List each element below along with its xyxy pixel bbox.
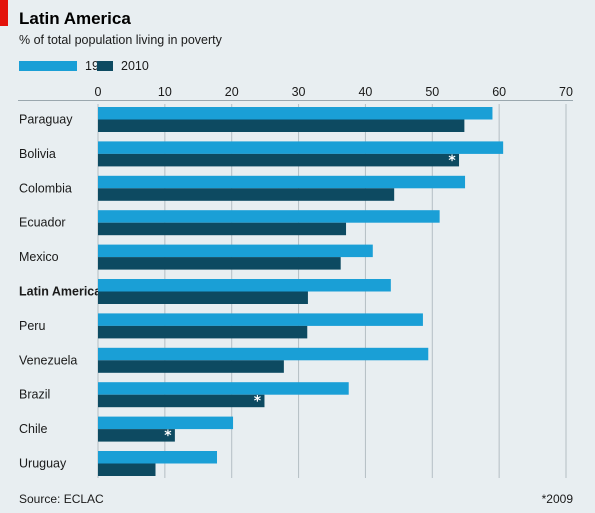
- tick-label-50: 50: [425, 85, 439, 99]
- tick-label-30: 30: [292, 85, 306, 99]
- bar-1999-chile: [98, 416, 234, 430]
- bar-2010-bolivia: [98, 153, 460, 167]
- category-label-latin-america: Latin America: [19, 285, 102, 299]
- bar-2010-paraguay: [98, 119, 465, 132]
- legend-swatch-2010: [97, 61, 113, 71]
- bar-2010-brazil: [98, 394, 265, 408]
- tick-label-0: 0: [95, 85, 102, 99]
- legend-item-2010: 2010: [97, 58, 149, 74]
- bar-2010-uruguay: [98, 463, 156, 476]
- legend-swatch-1999: [19, 61, 77, 71]
- footnote-mark-chile: *: [164, 428, 172, 444]
- category-label-paraguay: Paraguay: [19, 113, 73, 127]
- tick-label-40: 40: [358, 85, 372, 99]
- chart-title: Latin America: [19, 9, 131, 28]
- category-label-bolivia: Bolivia: [19, 147, 56, 161]
- footnote: *2009: [541, 492, 573, 506]
- bar-2010-chile: [98, 429, 175, 442]
- bar-1999-bolivia: [98, 141, 504, 154]
- category-label-venezuela: Venezuela: [19, 353, 77, 367]
- chart-subtitle: % of total population living in poverty: [19, 33, 222, 47]
- category-label-uruguay: Uruguay: [19, 457, 67, 471]
- bar-2010-ecuador: [98, 222, 347, 236]
- tick-label-10: 10: [158, 85, 172, 99]
- category-label-colombia: Colombia: [19, 181, 72, 195]
- bar-2010-latin-america: [98, 291, 308, 304]
- tick-label-70: 70: [559, 85, 573, 99]
- bar-1999-paraguay: [98, 107, 493, 120]
- bar-1999-venezuela: [98, 347, 429, 361]
- bar-1999-mexico: [98, 244, 373, 258]
- category-label-ecuador: Ecuador: [19, 216, 66, 230]
- bar-2010-venezuela: [98, 360, 284, 373]
- top-rule: [18, 100, 573, 101]
- footnote-mark-bolivia: *: [448, 153, 456, 169]
- gridline-60: [498, 104, 500, 478]
- tick-label-20: 20: [225, 85, 239, 99]
- bar-2010-peru: [98, 325, 308, 339]
- bar-1999-ecuador: [98, 210, 440, 223]
- legend-label-2010: 2010: [121, 59, 149, 73]
- gridline-70: [565, 104, 567, 478]
- bar-1999-brazil: [98, 382, 349, 395]
- bar-1999-uruguay: [98, 451, 218, 464]
- category-label-chile: Chile: [19, 422, 48, 436]
- gridline-50: [431, 104, 433, 478]
- brand-tag: [0, 0, 8, 26]
- bar-2010-mexico: [98, 257, 341, 270]
- bar-1999-peru: [98, 313, 423, 326]
- category-label-peru: Peru: [19, 319, 45, 333]
- source-note: Source: ECLAC: [19, 492, 104, 506]
- category-label-mexico: Mexico: [19, 250, 59, 264]
- bar-1999-latin-america: [98, 279, 391, 292]
- bar-2010-colombia: [98, 188, 395, 201]
- category-label-brazil: Brazil: [19, 388, 50, 402]
- footnote-mark-brazil: *: [254, 394, 262, 410]
- bar-1999-colombia: [98, 175, 466, 189]
- tick-label-60: 60: [492, 85, 506, 99]
